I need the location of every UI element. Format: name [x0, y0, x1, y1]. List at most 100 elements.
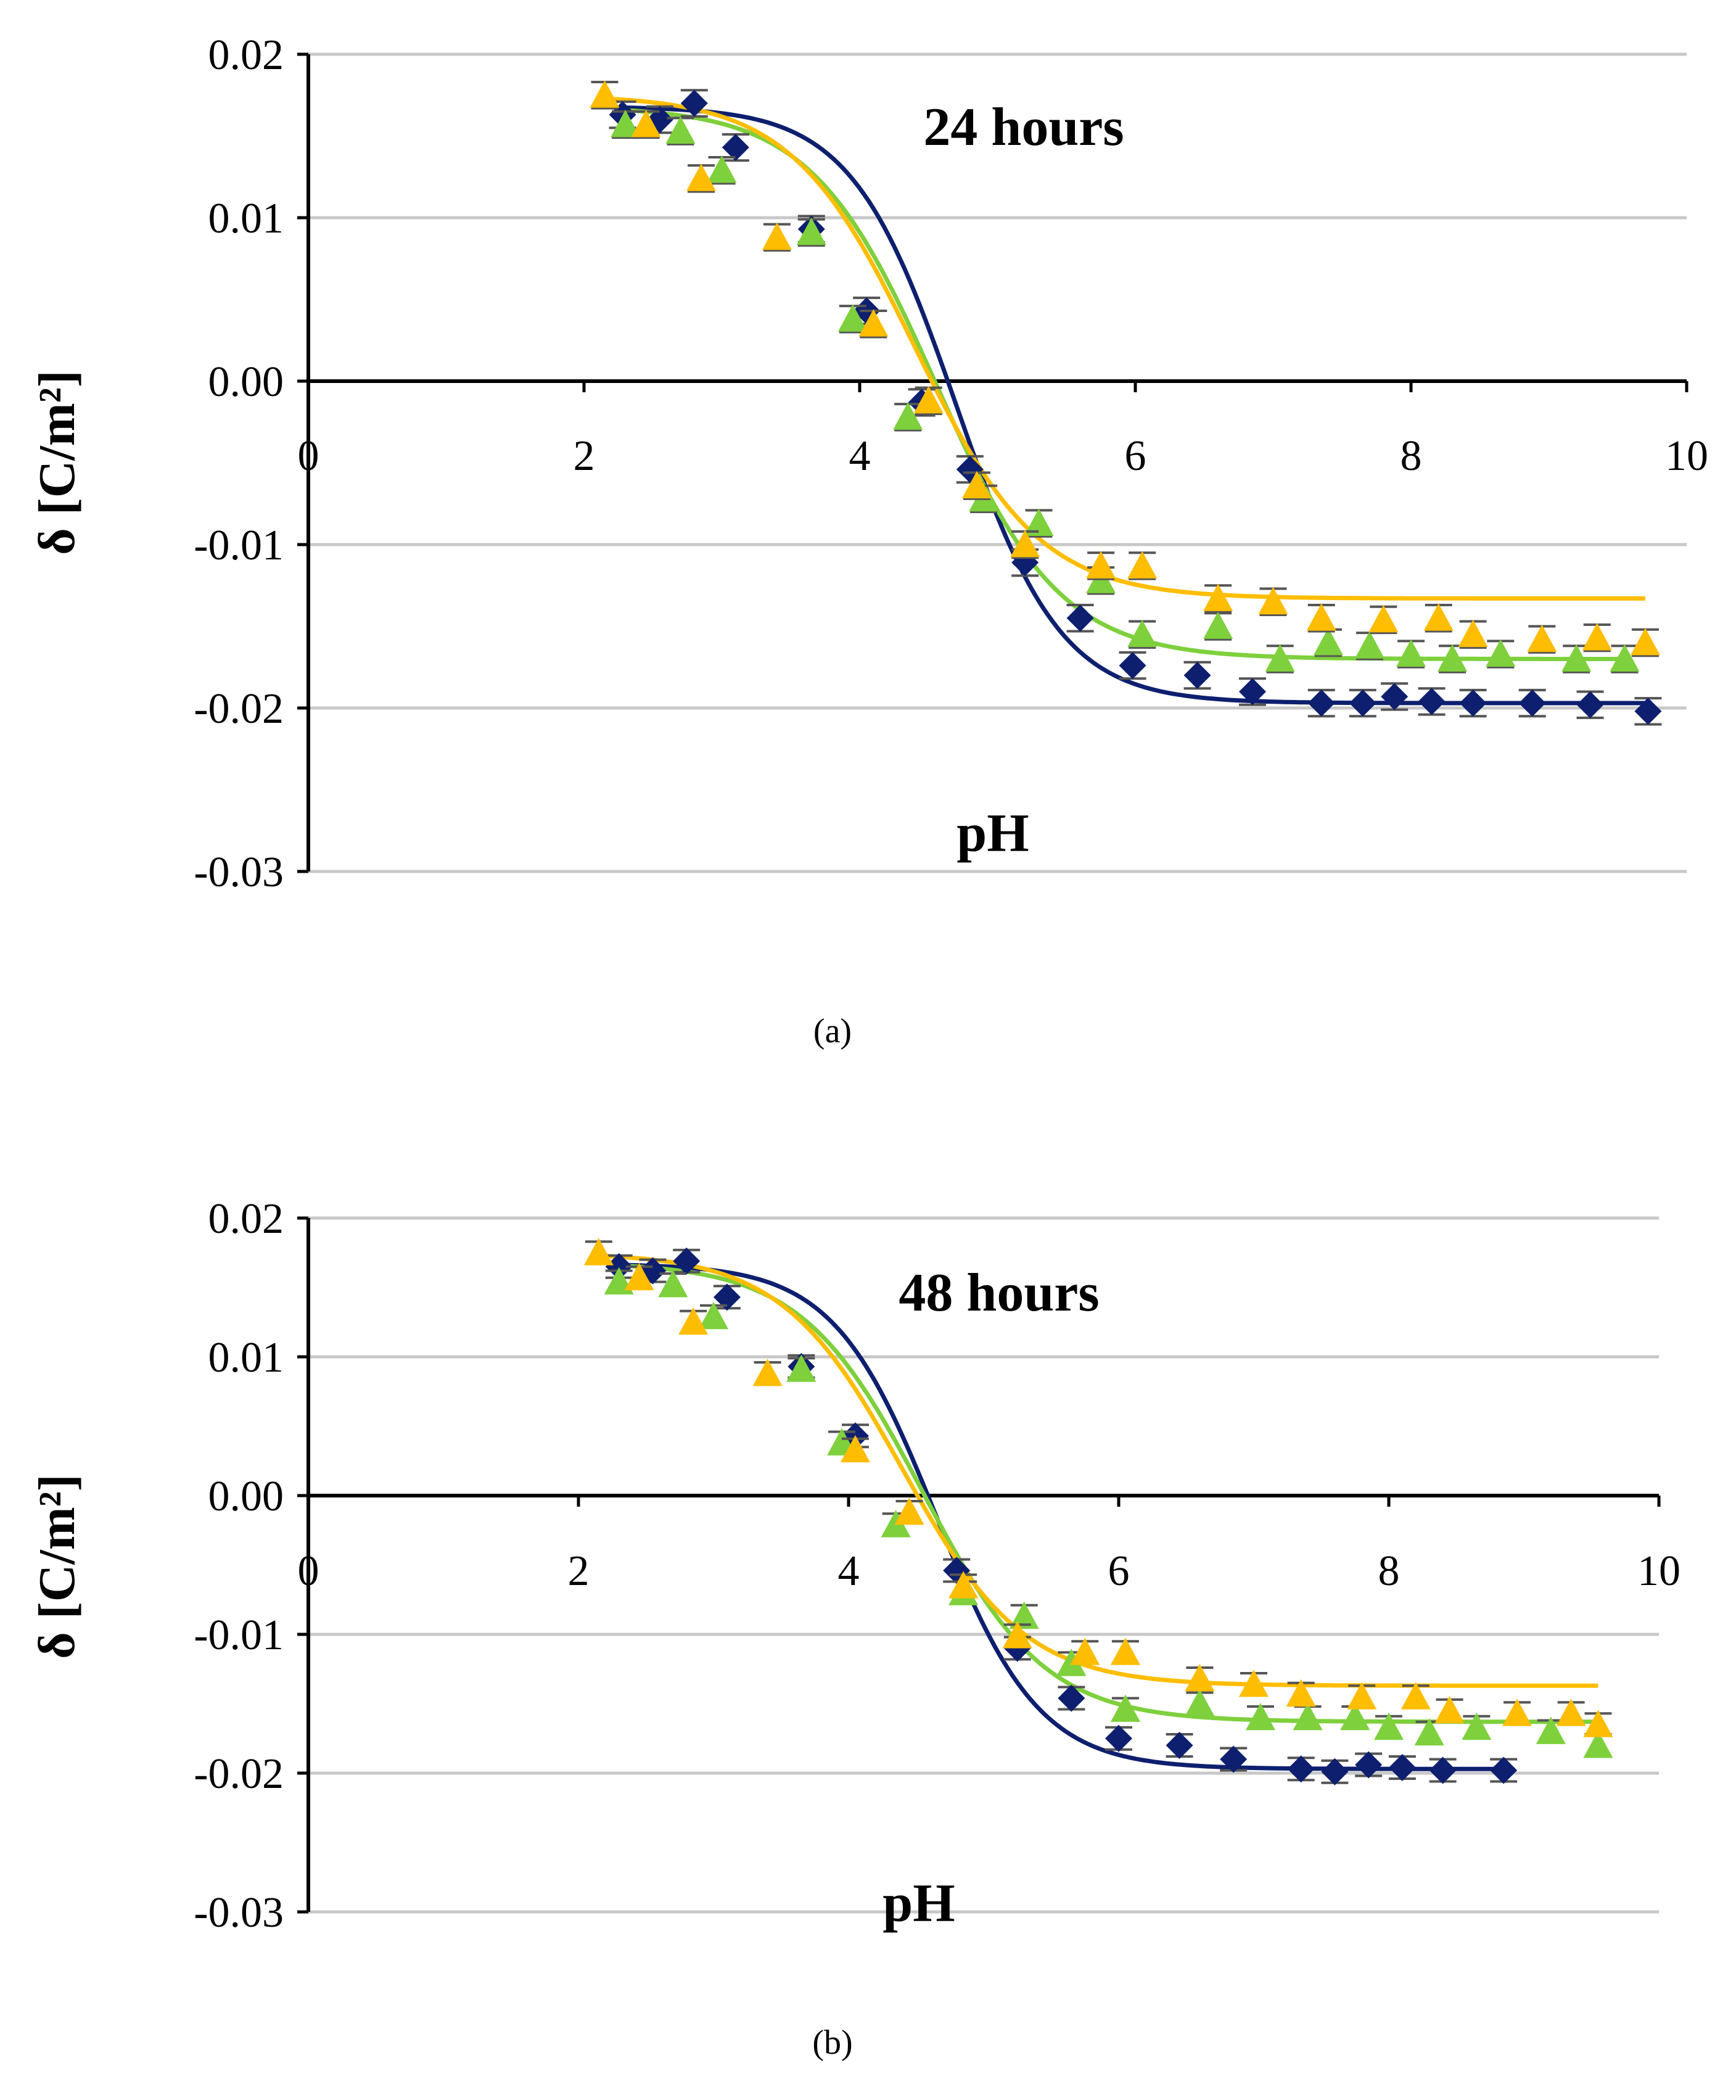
data-point-yellow — [858, 309, 889, 337]
data-point-green — [1583, 1731, 1613, 1758]
y-tick-label: 0.02 — [208, 31, 284, 79]
x-tick-label: 2 — [568, 1547, 590, 1595]
data-point-yellow — [1070, 1637, 1100, 1665]
data-point-green — [1536, 1716, 1566, 1744]
data-point-yellow — [1556, 1699, 1586, 1726]
data-point-yellow — [948, 1571, 979, 1599]
data-point-yellow — [1239, 1670, 1269, 1697]
data-point-yellow — [1368, 604, 1399, 633]
y-tick-label: -0.03 — [194, 849, 284, 896]
data-point-green — [1185, 1689, 1215, 1716]
y-tick-label: 0.01 — [208, 1334, 284, 1381]
data-point-yellow — [1458, 619, 1488, 648]
x-tick-label: 8 — [1378, 1547, 1400, 1595]
data-point-green — [699, 1301, 728, 1330]
data-point-blue — [1105, 1724, 1132, 1752]
data-point-yellow — [1401, 1682, 1431, 1710]
data-point-blue — [1576, 691, 1604, 719]
time-annotation: 24 hours — [923, 97, 1124, 157]
data-point-green — [1354, 631, 1384, 659]
data-point-green — [1009, 1601, 1039, 1629]
data-point-green — [1374, 1712, 1404, 1740]
data-point-green — [707, 155, 737, 183]
data-point-green — [1293, 1703, 1323, 1731]
data-point-yellow — [1583, 1710, 1613, 1737]
data-point-green — [1127, 619, 1158, 648]
data-point-blue — [1429, 1756, 1457, 1784]
data-point-blue — [713, 1283, 741, 1311]
data-point-yellow — [1347, 1682, 1377, 1710]
data-point-yellow — [1286, 1679, 1316, 1707]
fit-line-yellow — [604, 96, 1645, 601]
data-point-yellow — [840, 1435, 870, 1463]
data-point-blue — [673, 1247, 701, 1275]
data-point-yellow — [762, 222, 792, 250]
data-point-blue — [1381, 683, 1409, 710]
data-point-green — [1245, 1703, 1275, 1731]
data-point-blue — [605, 1253, 633, 1280]
panel-caption: (b) — [812, 2024, 852, 2062]
data-point-yellow — [1423, 603, 1454, 631]
data-point-blue — [1355, 1751, 1383, 1779]
x-tick-label: 4 — [849, 432, 871, 480]
data-point-blue — [1518, 690, 1546, 717]
y-tick-label: -0.02 — [194, 685, 284, 733]
data-point-blue — [1220, 1745, 1248, 1773]
x-tick-label: 8 — [1401, 432, 1422, 480]
data-point-green — [665, 116, 696, 144]
y-tick-label: 0.00 — [208, 1473, 284, 1520]
data-point-blue — [1238, 678, 1266, 706]
data-point-green — [1203, 611, 1233, 639]
data-point-yellow — [1002, 1621, 1032, 1649]
data-point-blue — [1183, 662, 1211, 689]
data-point-green — [1110, 1694, 1140, 1722]
x-tick-label: 10 — [1665, 432, 1708, 480]
data-point-green — [837, 304, 868, 332]
data-point-blue — [1066, 604, 1094, 632]
data-point-yellow — [1127, 551, 1158, 579]
y-tick-label: 0.00 — [208, 358, 284, 406]
data-point-green — [1414, 1718, 1444, 1746]
data-point-blue — [1388, 1754, 1416, 1781]
x-axis-label: pH — [956, 804, 1029, 863]
data-point-blue — [1307, 690, 1335, 717]
fit-line-yellow — [598, 1253, 1598, 1688]
y-axis-label: δ [C/m²] — [28, 370, 86, 555]
data-point-yellow — [583, 1238, 614, 1266]
data-point-yellow — [1582, 623, 1612, 651]
data-point-yellow — [894, 1497, 924, 1525]
y-tick-label: -0.03 — [194, 1889, 284, 1937]
fit-line-green — [619, 1263, 1598, 1724]
data-point-yellow — [1110, 1637, 1140, 1665]
chart-panel-1: 0.02 0.01 0.00 -0.01 -0.02 -0.03 0 2 4 6 8 10 24 hou… — [28, 31, 1708, 1050]
data-point-yellow — [590, 80, 620, 108]
data-point-green — [1265, 644, 1295, 672]
x-tick-label: 10 — [1637, 1547, 1680, 1595]
data-point-green — [796, 217, 826, 245]
data-point-green — [786, 1354, 817, 1382]
data-point-yellow — [631, 109, 661, 138]
x-tick-label: 0 — [298, 1547, 319, 1595]
data-point-yellow — [961, 471, 992, 498]
data-point-green — [1610, 644, 1640, 672]
data-point-yellow — [1630, 628, 1660, 656]
data-point-green — [1396, 639, 1426, 667]
fit-line-blue — [622, 105, 1648, 706]
data-point-green — [1462, 1712, 1492, 1740]
data-point-blue — [680, 89, 708, 117]
chart-panel-2: 0.02 0.01 0.00 -0.01 -0.02 -0.03 0 2 4 6 8 10 48 hou… — [28, 1195, 1680, 2062]
data-point-yellow — [1434, 1695, 1465, 1724]
data-point-yellow — [1258, 587, 1288, 615]
data-point-blue — [1287, 1755, 1315, 1783]
data-point-blue — [1321, 1758, 1349, 1785]
x-tick-label: 2 — [574, 432, 595, 480]
data-point-green — [1486, 639, 1516, 667]
data-point-yellow — [1306, 603, 1336, 631]
data-point-blue — [1058, 1684, 1085, 1712]
data-point-yellow — [624, 1262, 654, 1291]
data-point-green — [658, 1270, 688, 1298]
x-axis-label: pH — [882, 1874, 955, 1933]
x-tick-label: 0 — [298, 432, 319, 480]
data-point-yellow — [1203, 583, 1233, 611]
